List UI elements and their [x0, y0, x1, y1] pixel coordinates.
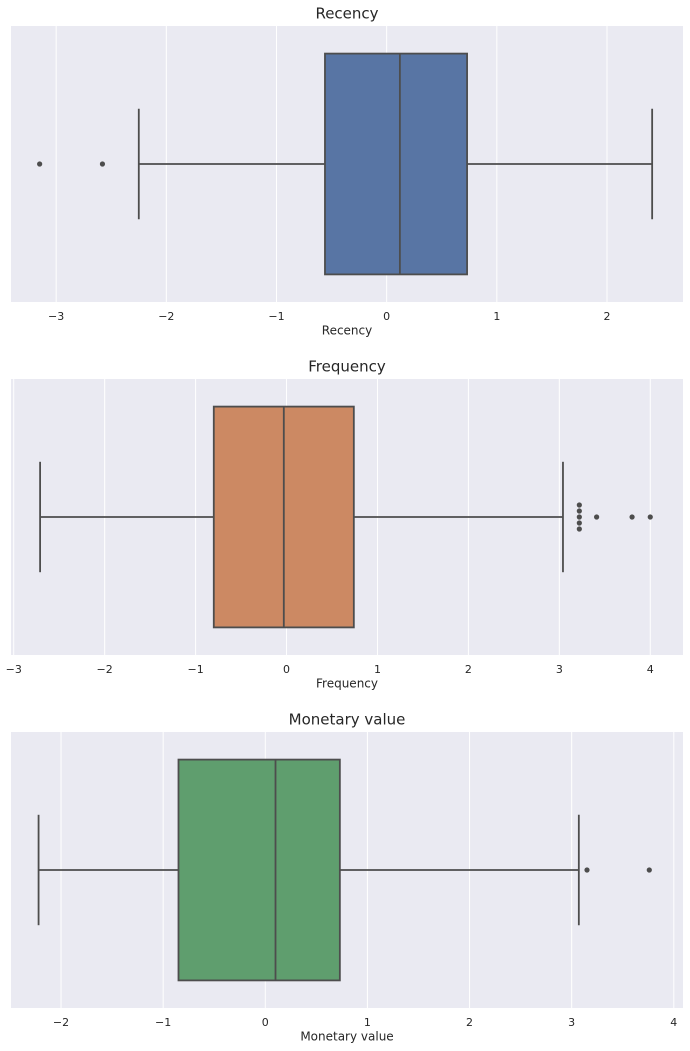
- flier: [584, 867, 590, 873]
- x-tick-label: −1: [187, 663, 203, 676]
- x-tick-label: 1: [364, 1016, 371, 1029]
- x-tick-label: 1: [493, 310, 500, 323]
- flier: [576, 508, 582, 514]
- x-tick-label: −1: [155, 1016, 171, 1029]
- x-tick-label: 2: [466, 1016, 473, 1029]
- flier: [629, 514, 635, 520]
- box: [324, 52, 468, 276]
- flier: [576, 520, 582, 526]
- x-tick-label: −3: [6, 663, 22, 676]
- flier: [576, 514, 582, 520]
- x-axis-label: Recency: [322, 324, 372, 338]
- flier: [647, 514, 653, 520]
- box: [177, 758, 341, 982]
- x-tick-label: 1: [374, 663, 381, 676]
- flier: [99, 161, 106, 167]
- x-tick-label: 0: [383, 310, 390, 323]
- x-tick-label: −1: [268, 310, 284, 323]
- x-tick-label: 4: [647, 663, 654, 676]
- x-tick-label: 2: [603, 310, 610, 323]
- flier: [594, 514, 600, 520]
- x-tick-label: −2: [53, 1016, 69, 1029]
- x-tick-label: 3: [556, 663, 563, 676]
- x-tick-label: −2: [97, 663, 113, 676]
- x-tick-label: 4: [670, 1016, 677, 1029]
- flier: [576, 526, 582, 532]
- x-tick-label: 2: [465, 663, 472, 676]
- flier: [576, 502, 582, 508]
- x-tick-label: −3: [48, 310, 64, 323]
- chart-title: Frequency: [308, 358, 386, 376]
- x-axis-label: Monetary value: [300, 1030, 393, 1044]
- x-tick-label: 3: [568, 1016, 575, 1029]
- chart-title: Monetary value: [289, 711, 406, 729]
- x-tick-label: −2: [158, 310, 174, 323]
- flier: [37, 161, 43, 167]
- x-axis-label: Frequency: [316, 677, 378, 691]
- x-tick-label: 0: [262, 1016, 269, 1029]
- x-tick-label: 0: [283, 663, 290, 676]
- flier: [646, 867, 652, 873]
- chart-title: Recency: [315, 5, 378, 23]
